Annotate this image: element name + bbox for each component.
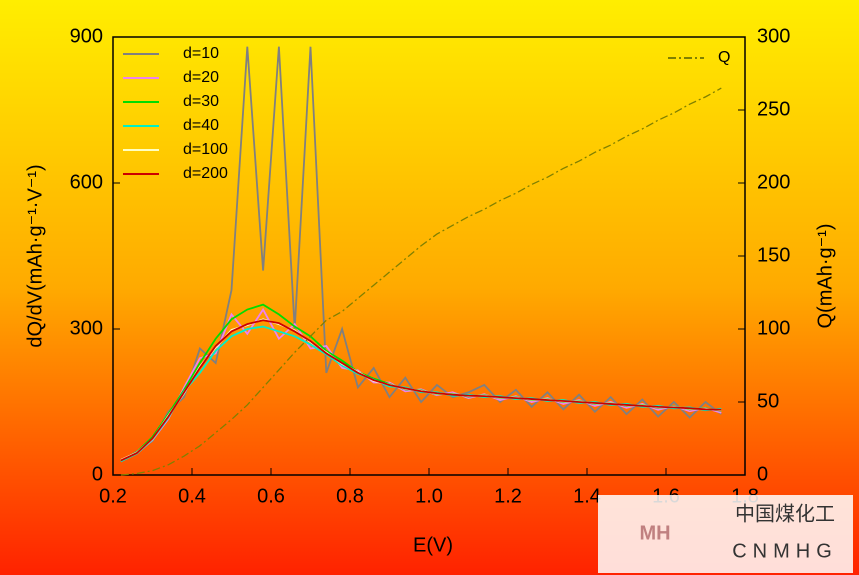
x-tick-label: 0.8 [336,485,364,507]
x-tick-label: 1.4 [573,485,601,507]
x-axis-label: E(V) [413,534,453,556]
legend-label: Q [718,49,730,66]
y-axis-label: dQ/dV(mAh·g⁻¹·V⁻¹) [24,164,46,347]
watermark-name: 中国煤化工 [735,502,835,525]
x-tick-label: 1.2 [494,485,522,507]
legend-label: d=10 [183,45,219,62]
y-tick-label: 0 [92,463,103,485]
watermark: MH 中国煤化工 CNMHG [598,495,853,573]
y-tick-label: 900 [70,25,103,47]
q-line [120,87,722,476]
x-tick-label: 0.2 [99,485,127,507]
series-line [120,319,722,462]
watermark-box [598,495,853,573]
legend-label: d=200 [183,165,228,182]
watermark-code: CNMHG [732,540,838,562]
y2-tick-label: 100 [757,317,790,339]
y2-tick-label: 200 [757,171,790,193]
legend-label: d=30 [183,93,219,110]
y2-tick-label: 50 [757,390,779,412]
x-tick-label: 0.4 [178,485,206,507]
x-tick-label: 0.6 [257,485,285,507]
watermark-logo: MH [639,522,670,544]
y2-tick-label: 0 [757,463,768,485]
y2-tick-label: 250 [757,98,790,120]
legend-label: d=100 [183,141,228,158]
y-tick-label: 300 [70,317,103,339]
y2-tick-label: 300 [757,25,790,47]
y2-tick-label: 150 [757,244,790,266]
y2-axis-label: Q(mAh·g⁻¹) [814,224,836,329]
legend-label: d=40 [183,117,219,134]
x-tick-label: 1.0 [415,485,443,507]
legend-label: d=20 [183,69,219,86]
y-tick-label: 600 [70,171,103,193]
